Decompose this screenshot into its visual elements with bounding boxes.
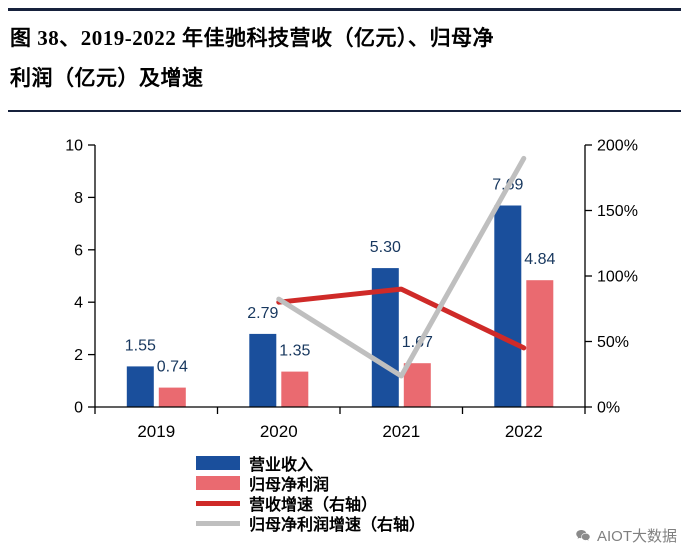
- legend-label-net-profit: 归母净利润: [249, 477, 330, 494]
- legend-swatch-net-profit-bar: [196, 476, 240, 490]
- bar-value-label: 2.79: [247, 305, 278, 322]
- right-axis-tick-label: 50%: [597, 334, 629, 351]
- watermark: AIOT大数据: [574, 525, 677, 546]
- x-axis-label: 2022: [505, 422, 543, 441]
- bar-0-2022: [494, 205, 522, 407]
- bar-0-2020: [249, 333, 277, 407]
- figure-title-block: 图 38、2019-2022 年佳驰科技营收（亿元）、归母净 利润（亿元）及增速: [8, 8, 681, 112]
- figure-title-line2: 利润（亿元）及增速: [10, 66, 204, 90]
- bar-value-label: 1.35: [279, 343, 310, 360]
- legend-label-revenue-growth: 营收增速（右轴）: [249, 497, 378, 514]
- bar-1-2021: [403, 363, 431, 407]
- bar-0-2019: [126, 366, 154, 407]
- legend-item-net-profit: 归母净利润: [196, 473, 425, 494]
- x-axis-label: 2019: [137, 422, 175, 441]
- right-axis-tick-label: 0%: [597, 400, 620, 417]
- legend-item-revenue-growth: 营收增速（右轴）: [196, 493, 425, 514]
- wechat-icon: [574, 527, 592, 545]
- x-axis-label: 2020: [260, 422, 298, 441]
- bar-1-2019: [158, 387, 186, 407]
- left-axis-tick-label: 8: [74, 190, 83, 207]
- legend-item-net-profit-growth: 归母净利润增速（右轴）: [196, 513, 426, 534]
- left-axis-tick-label: 2: [74, 347, 83, 364]
- legend-item-revenue: 营业收入: [196, 453, 425, 474]
- legend-swatch-net-profit-growth-line: [196, 520, 240, 526]
- left-axis-tick-label: 0: [74, 400, 83, 417]
- chart-legend: 营业收入 归母净利润 营收增速（右轴） 归母净利润增速（右轴）: [196, 453, 426, 534]
- left-axis-tick-label: 4: [74, 295, 83, 312]
- growth-line-0: [276, 286, 527, 351]
- bar-value-label: 5.30: [370, 239, 401, 256]
- right-axis-tick-label: 100%: [597, 269, 638, 286]
- right-axis-tick-label: 200%: [597, 138, 638, 155]
- left-axis-tick-label: 6: [74, 242, 83, 259]
- growth-line-1: [276, 155, 527, 379]
- x-axis-label: 2021: [382, 422, 420, 441]
- bar-1-2020: [281, 371, 309, 407]
- figure-title-line1: 图 38、2019-2022 年佳驰科技营收（亿元）、归母净: [10, 26, 494, 50]
- bar-value-label: 1.55: [125, 337, 156, 354]
- combo-chart: 1.552.795.307.690.741.35 1.674.8402468100…: [65, 138, 638, 442]
- bar-1-2022: [526, 280, 554, 407]
- legend-swatch-revenue-bar: [196, 456, 240, 470]
- right-axis-tick-label: 150%: [597, 203, 638, 220]
- legend-swatch-revenue-growth-line: [196, 500, 240, 506]
- bar-value-label: 4.84: [524, 251, 555, 268]
- bar-value-label: 0.74: [157, 359, 188, 376]
- left-axis-tick-label: 10: [65, 138, 83, 155]
- legend-label-revenue: 营业收入: [249, 457, 314, 474]
- legend-label-net-profit-growth: 归母净利润增速（右轴）: [249, 517, 426, 534]
- watermark-label: AIOT大数据: [596, 528, 677, 545]
